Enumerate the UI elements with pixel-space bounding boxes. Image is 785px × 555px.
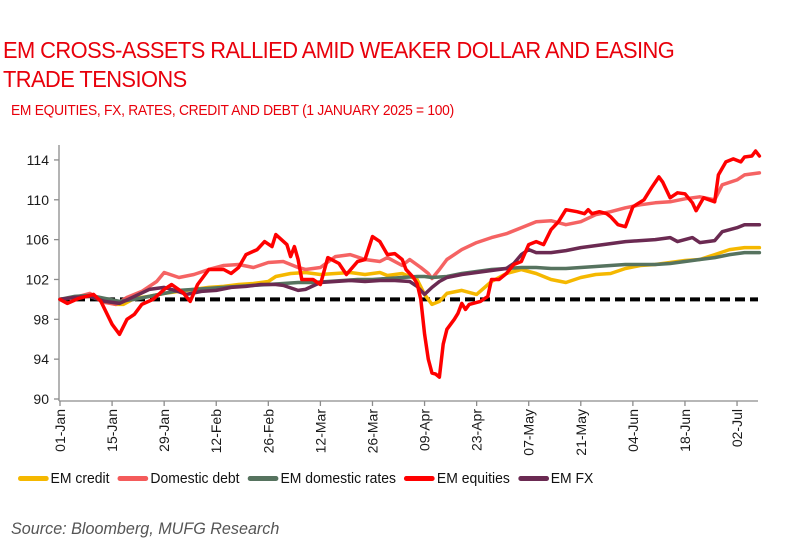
legend-label: EM credit <box>50 470 110 487</box>
legend-swatch <box>117 476 149 481</box>
legend-item: EM FX <box>518 470 593 487</box>
y-tick-label: 114 <box>27 152 50 168</box>
x-tick-label: 07-May <box>521 409 537 456</box>
legend-label: EM FX <box>550 470 594 487</box>
legend-item: Domestic debt <box>117 470 240 487</box>
x-tick-label: 26-Mar <box>364 409 380 454</box>
line-chart: 90 94 98 102 106 110 114 01-Jan 15-Jan 29-Jan 12-F… <box>26 145 762 456</box>
series-line-domestic-debt <box>58 171 762 307</box>
x-tick-label: 09-Apr <box>417 409 433 451</box>
y-tick-label: 90 <box>33 391 49 407</box>
legend-item: EM equities <box>404 470 510 487</box>
x-tick-label: 18-Jun <box>677 409 693 452</box>
legend-swatch <box>247 476 279 481</box>
legend-swatch <box>404 476 436 481</box>
legend-swatch <box>518 476 549 481</box>
chart-title-line-2: TRADE TENSIONS <box>3 66 187 92</box>
legend-label: EM equities <box>436 470 510 487</box>
series-group <box>58 149 762 379</box>
y-tick-label: 110 <box>27 192 50 208</box>
x-tick-label: 21-May <box>573 409 589 456</box>
chart-legend: EM credit Domestic debt EM domestic rates E… <box>18 470 602 487</box>
source-note: Source: Bloomberg, MUFG Research <box>11 519 280 538</box>
x-tick-label: 15-Jan <box>104 409 120 452</box>
legend-swatch <box>18 476 49 481</box>
x-tick-label: 29-Jan <box>156 409 172 452</box>
series-line-em-equities <box>58 149 762 379</box>
y-tick-label: 94 <box>33 351 49 367</box>
y-tick-label: 102 <box>26 271 50 287</box>
chart-title-line-1: EM CROSS-ASSETS RALLIED AMID WEAKER DOLL… <box>3 37 675 63</box>
series-line-em-fx <box>58 222 762 306</box>
chart-title: EM CROSS-ASSETS RALLIED AMID WEAKER DOLL… <box>3 36 728 94</box>
y-tick-label: 98 <box>33 311 49 327</box>
x-tick-label: 01-Jan <box>52 409 68 452</box>
x-tick-label: 12-Mar <box>312 409 328 454</box>
x-tick-label: 23-Apr <box>469 409 485 451</box>
axes: 90 94 98 102 106 110 114 01-Jan 15-Jan 29-Jan 12-F… <box>26 145 758 456</box>
x-tick-label: 04-Jun <box>625 409 641 452</box>
legend-label: EM domestic rates <box>280 470 397 487</box>
x-tick-label: 02-Jul <box>729 409 745 447</box>
x-tick-label: 26-Feb <box>260 409 276 454</box>
legend-item: EM domestic rates <box>247 470 397 487</box>
y-tick-label: 106 <box>26 232 50 248</box>
legend-item: EM credit <box>18 470 109 487</box>
x-tick-label: 12-Feb <box>208 409 224 454</box>
legend-label: Domestic debt <box>150 470 240 487</box>
chart-subtitle: EM EQUITIES, FX, RATES, CREDIT AND DEBT … <box>11 102 454 119</box>
